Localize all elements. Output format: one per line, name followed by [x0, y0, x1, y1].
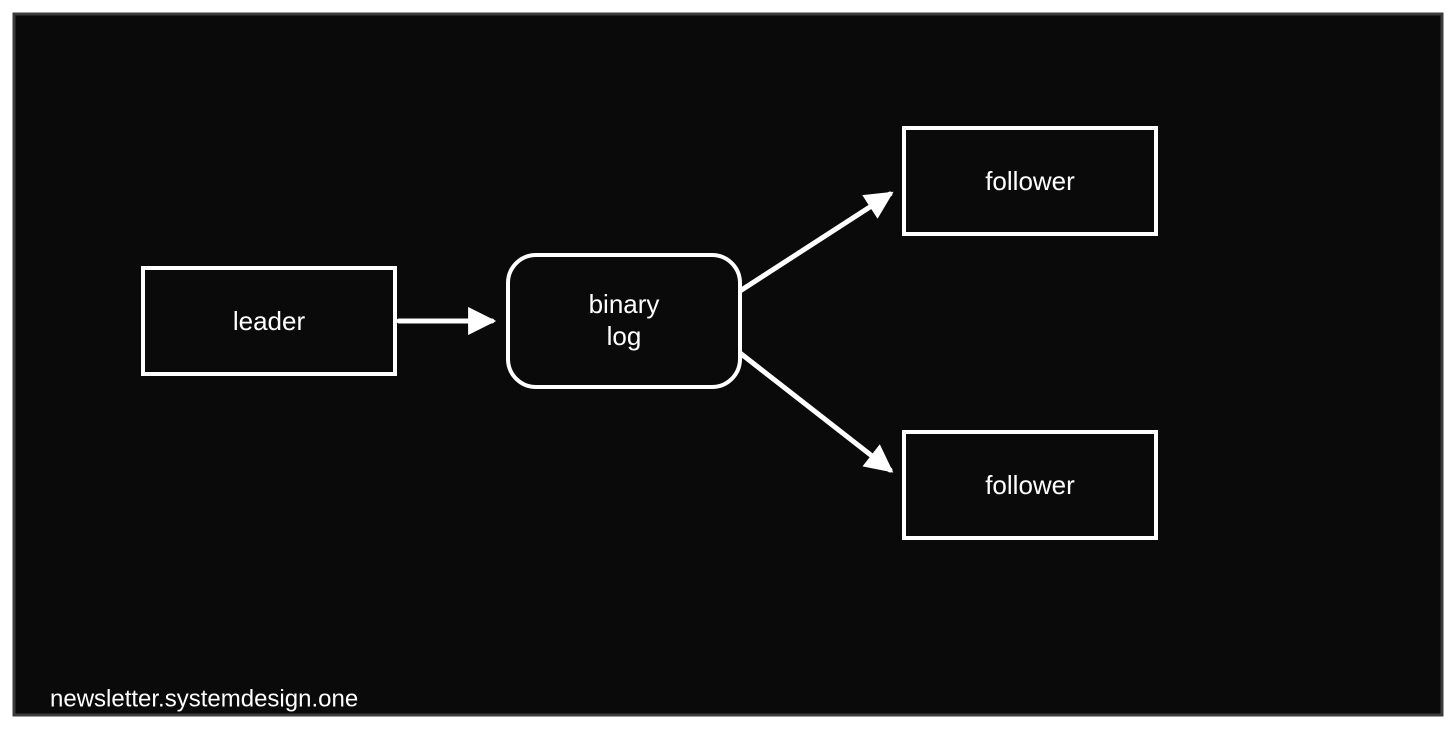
node-leader: leader: [143, 268, 395, 374]
node-follower1: follower: [904, 128, 1156, 234]
node-binarylog-label-line2: log: [607, 321, 642, 351]
node-binarylog: binarylog: [508, 255, 740, 387]
node-leader-label: leader: [233, 306, 306, 336]
node-follower1-label: follower: [985, 166, 1075, 196]
node-binarylog-label-line1: binary: [589, 289, 660, 319]
node-follower2-label: follower: [985, 470, 1075, 500]
node-follower2: follower: [904, 432, 1156, 538]
footer-attribution: newsletter.systemdesign.one: [50, 685, 358, 712]
diagram-canvas: leader binarylog follower follower newslette…: [0, 0, 1456, 729]
